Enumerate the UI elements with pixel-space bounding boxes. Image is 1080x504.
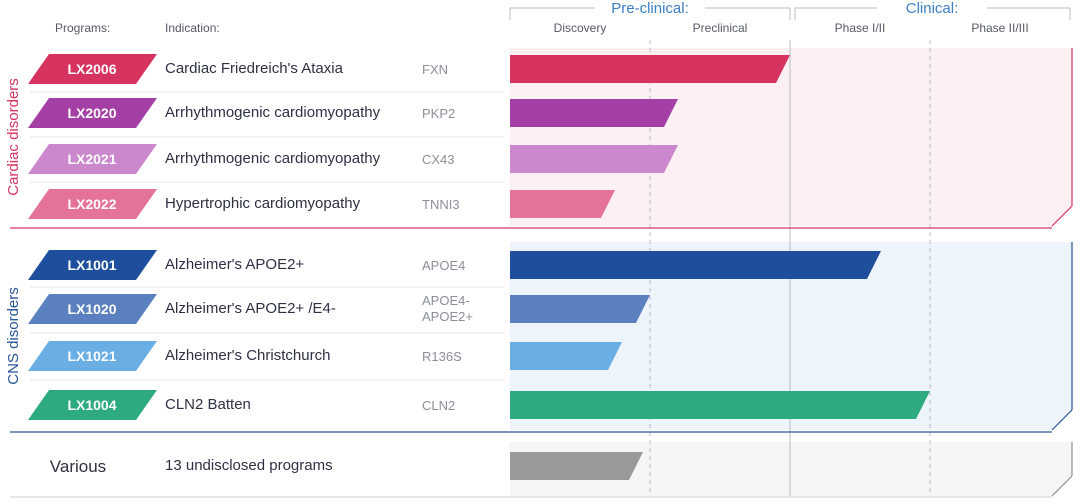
- cns-group-label: CNS disorders: [5, 287, 22, 385]
- program-progress-bar: [510, 342, 622, 370]
- program-target: TNNI3: [422, 197, 460, 212]
- cardiac-panel-corner: [1051, 205, 1073, 227]
- program-indication: Alzheimer's Christchurch: [165, 347, 330, 364]
- program-badge: [28, 294, 157, 324]
- program-badge: [28, 144, 157, 174]
- program-badge: [28, 390, 157, 420]
- program-progress-bar: [510, 295, 650, 323]
- program-indication: Alzheimer's APOE2+ /E4-: [165, 300, 336, 317]
- program-progress-bar: [510, 391, 930, 419]
- program-indication: Alzheimer's APOE2+: [165, 256, 304, 273]
- program-code: Various: [50, 457, 106, 476]
- program-progress-bar: [510, 145, 678, 173]
- program-code: LX1020: [67, 301, 116, 317]
- indication-column-header: Indication:: [165, 21, 220, 35]
- program-code: LX2020: [67, 105, 116, 121]
- stage-header: Preclinical: [693, 21, 748, 35]
- program-code: LX2022: [67, 196, 116, 212]
- cardiac-group-label: Cardiac disorders: [5, 78, 22, 196]
- program-code: LX1001: [67, 257, 116, 273]
- program-code: LX1004: [67, 397, 116, 413]
- stage-header: Phase I/II: [835, 21, 886, 35]
- program-indication: 13 undisclosed programs: [165, 457, 333, 474]
- program-indication: Cardiac Friedreich's Ataxia: [165, 60, 344, 77]
- program-target: APOE4: [422, 258, 465, 273]
- program-target: PKP2: [422, 106, 455, 121]
- program-target: R136S: [422, 349, 462, 364]
- program-progress-bar: [510, 190, 615, 218]
- program-target: FXN: [422, 62, 448, 77]
- program-progress-bar: [510, 452, 643, 480]
- program-badge: [28, 98, 157, 128]
- program-indication: Arrhythmogenic cardiomyopathy: [165, 150, 381, 167]
- program-target: CX43: [422, 152, 455, 167]
- phase-group-mask-0: [595, 0, 705, 16]
- programs-column-header: Programs:: [55, 21, 110, 35]
- program-progress-bar: [510, 55, 790, 83]
- program-indication: CLN2 Batten: [165, 396, 251, 413]
- program-badge: [28, 250, 157, 280]
- program-target: APOE2+: [422, 309, 473, 324]
- program-badge: [28, 341, 157, 371]
- program-badge: [28, 189, 157, 219]
- various-panel-corner: [1051, 475, 1073, 497]
- cns-panel-corner: [1051, 409, 1073, 431]
- program-code: LX2021: [67, 151, 116, 167]
- cardiac-panel: [510, 48, 1072, 226]
- program-progress-bar: [510, 99, 678, 127]
- phase-group-label: Clinical:: [906, 0, 959, 17]
- program-badge: [28, 54, 157, 84]
- program-target: CLN2: [422, 398, 455, 413]
- program-indication: Hypertrophic cardiomyopathy: [165, 195, 361, 212]
- program-target: APOE4-: [422, 293, 470, 308]
- program-code: LX2006: [67, 61, 116, 77]
- phase-group-mask-1: [877, 0, 987, 16]
- program-progress-bar: [510, 251, 881, 279]
- program-code: LX1021: [67, 348, 116, 364]
- stage-header: Discovery: [554, 21, 607, 35]
- program-indication: Arrhythmogenic cardiomyopathy: [165, 104, 381, 121]
- phase-group-label: Pre-clinical:: [611, 0, 689, 17]
- stage-header: Phase II/III: [971, 21, 1028, 35]
